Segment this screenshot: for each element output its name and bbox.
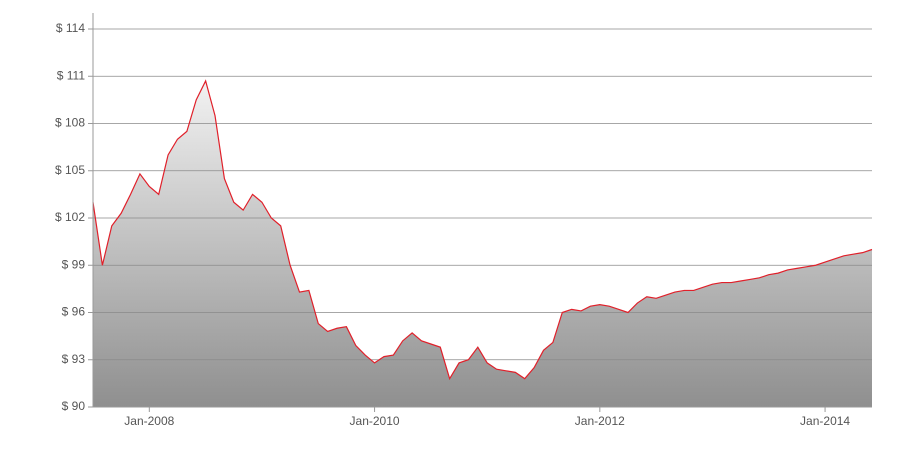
y-tick-label: $ 111	[57, 68, 86, 82]
x-tick-label: Jan-2010	[350, 414, 400, 428]
area-fill	[93, 80, 872, 407]
x-tick-label: Jan-2012	[575, 414, 625, 428]
y-tick-label: $ 105	[55, 163, 85, 177]
y-tick-label: $ 99	[62, 257, 86, 271]
y-tick-label: $ 108	[55, 116, 85, 130]
x-tick-label: Jan-2008	[124, 414, 174, 428]
y-tick-label: $ 102	[55, 210, 85, 224]
price-line	[92, 79, 873, 381]
x-tick-label: Jan-2014	[800, 414, 850, 428]
y-tick-label: $ 96	[62, 305, 86, 319]
y-tick-label: $ 93	[62, 352, 86, 366]
y-tick-label: $ 114	[56, 21, 85, 35]
y-tick-label: $ 90	[62, 399, 86, 413]
